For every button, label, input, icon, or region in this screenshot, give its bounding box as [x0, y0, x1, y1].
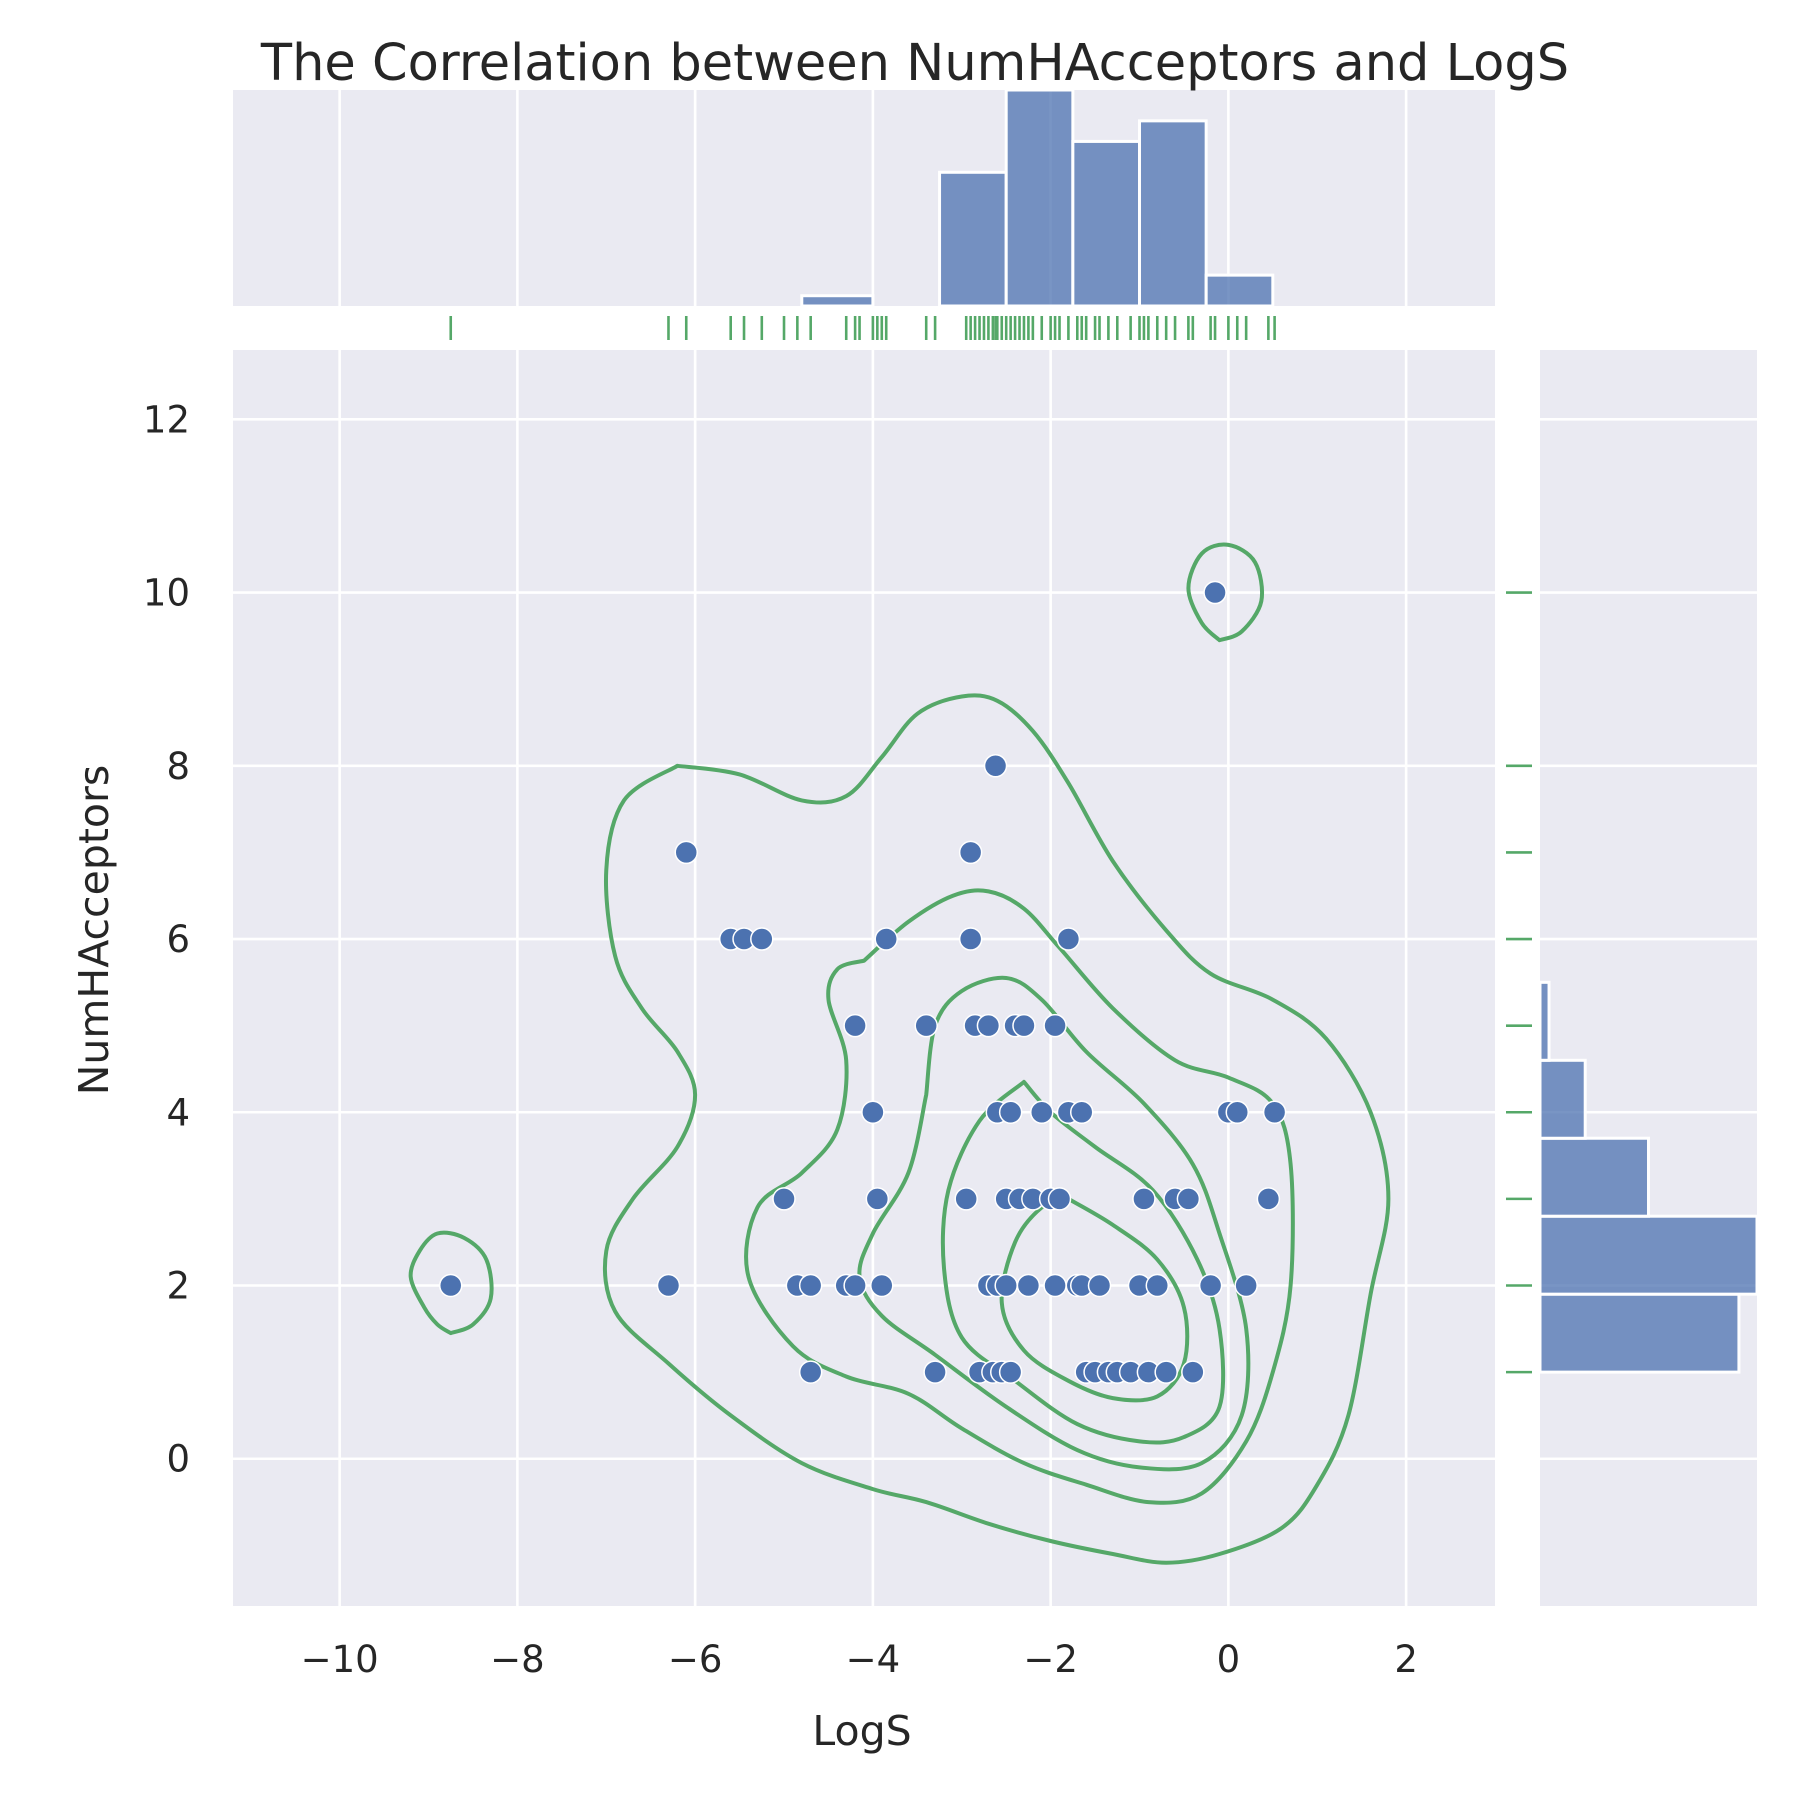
scatter-point [1203, 580, 1227, 605]
scatter-point [1043, 1273, 1067, 1298]
top-histogram-bar [1004, 88, 1075, 308]
kde-contours [408, 542, 1391, 1565]
scatter-point [983, 754, 1008, 778]
scatter-point [1047, 1187, 1072, 1211]
scatter-point [865, 1187, 890, 1211]
scatter-point [1016, 1273, 1041, 1298]
scatter-point [954, 1187, 978, 1211]
scatter-point [843, 1013, 867, 1038]
scatter-point [1132, 1187, 1156, 1211]
main-plot-panel [233, 350, 1495, 1606]
scatter-points [438, 580, 1287, 1384]
top-histogram-bar [938, 170, 1008, 308]
top-histogram-bar [1138, 119, 1208, 308]
scatter-point [1029, 1100, 1054, 1125]
scatter-point [861, 1100, 885, 1125]
kde-contour [940, 1079, 1226, 1445]
y-tick-label: 6 [166, 918, 190, 961]
scatter-point [1262, 1100, 1287, 1125]
scatter-point [870, 1273, 894, 1298]
chart-title: The Correlation between NumHAcceptors an… [260, 34, 1569, 93]
scatter-point [438, 1273, 463, 1298]
rug-x [449, 316, 1276, 340]
kde-contour [1186, 542, 1265, 643]
scatter-point [1154, 1360, 1178, 1384]
scatter-point [1012, 1013, 1036, 1038]
y-tick-label: 10 [143, 572, 190, 615]
kde-contour [857, 975, 1251, 1472]
scatter-point [1181, 1360, 1205, 1384]
scatter-point [998, 1360, 1023, 1384]
top-histogram-bar [1204, 273, 1275, 308]
scatter-point [958, 927, 983, 951]
scatter-point [843, 1273, 867, 1298]
kde-contour [744, 888, 1295, 1505]
x-tick-label: 0 [1217, 1638, 1241, 1681]
top-histogram-bar [800, 294, 875, 308]
scatter-point [798, 1273, 823, 1298]
scatter-point [1145, 1273, 1170, 1298]
rug-y [1506, 591, 1532, 1374]
scatter-point [1176, 1187, 1201, 1211]
x-tick-label: −6 [668, 1638, 723, 1681]
right-histogram-bar [1538, 1214, 1759, 1296]
scatter-point [1198, 1273, 1223, 1298]
top-panel-background [233, 90, 1495, 306]
right-histogram-bar [1538, 1136, 1650, 1218]
scatter-point [656, 1273, 681, 1298]
scatter-point [958, 840, 983, 865]
top-histogram [800, 88, 1275, 308]
scatter-point [772, 1187, 796, 1211]
scatter-point [1043, 1013, 1067, 1038]
right-histogram [1538, 980, 1759, 1374]
x-tick-label: −2 [1023, 1638, 1078, 1681]
scatter-point [1069, 1100, 1094, 1125]
scatter-point [1087, 1273, 1112, 1298]
scatter-point [994, 1273, 1018, 1298]
y-tick-label: 4 [166, 1091, 190, 1134]
right-histogram-bar [1538, 980, 1551, 1062]
scatter-point [1234, 1273, 1258, 1298]
scatter-point [1056, 927, 1081, 951]
scatter-point [874, 927, 898, 951]
main-panel-background [233, 350, 1495, 1606]
x-tick-label: 2 [1394, 1638, 1418, 1681]
scatter-point [976, 1013, 1001, 1038]
scatter-point [750, 927, 774, 951]
x-tick-label: −4 [846, 1638, 901, 1681]
right-histogram-bar [1538, 1292, 1741, 1374]
kde-contour [408, 1230, 494, 1336]
x-tick-label: −10 [301, 1638, 379, 1681]
right-marginal-panel [1540, 350, 1757, 1606]
right-panel-background [1540, 350, 1757, 1606]
y-axis-label: NumHAcceptors [70, 765, 118, 1095]
scatter-point [674, 840, 699, 865]
y-tick-label: 0 [166, 1438, 190, 1481]
right-histogram-bar [1538, 1058, 1587, 1140]
x-axis-label: LogS [812, 1707, 911, 1755]
kde-contour [999, 1196, 1190, 1403]
scatter-point [998, 1100, 1023, 1125]
tick-labels: −10 −8 −6 −4 −2 0 2 0 2 4 6 8 10 12 [143, 398, 1418, 1681]
scatter-point [798, 1360, 823, 1384]
y-tick-label: 2 [166, 1265, 190, 1308]
scatter-point [1256, 1187, 1281, 1211]
y-tick-label: 12 [143, 398, 190, 441]
x-tick-label: −8 [490, 1638, 545, 1681]
top-histogram-bar [1071, 139, 1142, 308]
scatter-point [923, 1360, 947, 1384]
y-tick-label: 8 [166, 745, 190, 788]
scatter-point [1225, 1100, 1250, 1125]
top-marginal-panel [233, 90, 1495, 306]
kde-contour [602, 693, 1391, 1565]
scatter-point [914, 1013, 938, 1038]
